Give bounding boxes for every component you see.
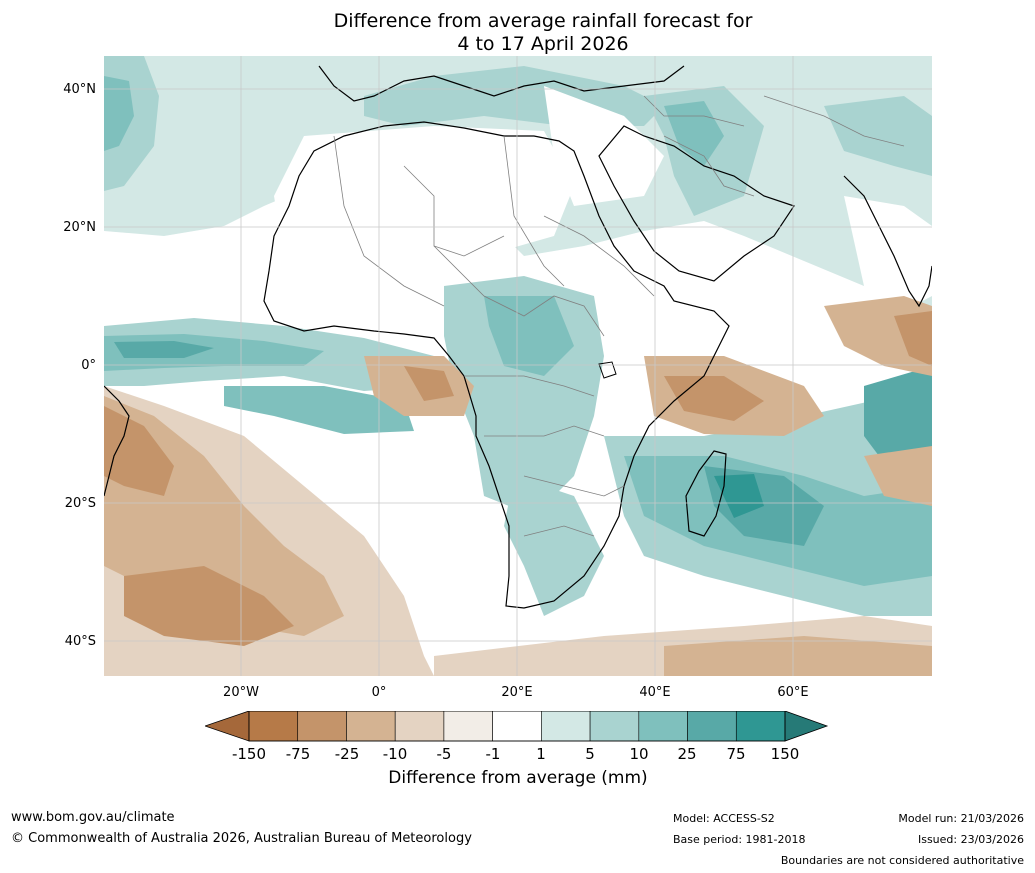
colorbar-label: Difference from average (mm) [388,768,648,788]
colorbar-segment [638,711,688,742]
colorbar-tick: -10 [382,745,408,763]
chart-title: Difference from average rainfall forecas… [240,10,846,56]
coastline-south-america [104,385,130,497]
field-east-africa-dry-dark [664,376,764,421]
colorbar-frame [248,711,786,742]
footer-model-run: Model run: 21/03/2026 [898,812,1024,825]
footer-issued: Issued: 23/03/2026 [917,833,1024,846]
coastline-madagascar [685,450,727,537]
colorbar-segment [394,711,445,742]
colorbar-tick: -25 [334,745,360,763]
field-south-africa [504,476,604,616]
coastline-europe [318,65,685,102]
colorbar-tick: 75 [726,745,746,763]
country-borders [333,95,905,537]
title-line-2: 4 to 17 April 2026 [457,33,629,55]
colorbar-arrow-left [205,711,250,742]
field-india [844,196,932,316]
colorbar-tick: 1 [536,745,546,763]
coastline-africa [263,121,730,609]
colorbar-segment [346,711,396,742]
graticule [104,56,932,676]
footer-base-period: Base period: 1981-2018 [673,833,806,846]
colorbar-segment [248,711,299,742]
title-line-1: Difference from average rainfall forecas… [333,10,753,32]
coastline-arabia [598,125,795,282]
lon-label-20w: 20°W [223,685,259,700]
colorbar-tick: -1 [485,745,501,763]
lake-victoria [598,361,617,379]
lat-label-40n: 40°N [63,82,96,97]
field-sahara-dry [274,126,574,296]
colorbar-segment [687,711,737,742]
field-sw-atlantic-dry [124,566,294,646]
colorbar-tick: -5 [436,745,452,763]
lon-label-40e: 40°E [639,685,671,700]
colorbar-segment [735,711,786,742]
field-se-indian-dry [864,446,932,506]
colorbar-segment [297,711,347,742]
footer-copyright: © Commonwealth of Australia 2026, Austra… [11,831,472,846]
field-equatorial-core [114,341,214,358]
colorbar-tick: 10 [629,745,649,763]
colorbar-segment [541,711,591,742]
footer-model: Model: ACCESS-S2 [673,812,775,825]
colorbar-tick: -150 [231,745,267,763]
colorbar-tick: -75 [285,745,311,763]
field-madagascar-core [714,474,764,518]
footer-website: www.bom.gov.au/climate [11,810,175,825]
colorbar-segment [443,711,493,742]
field-atlantic-north-dark [104,76,134,151]
lat-label-40s: 40°S [64,634,96,649]
field-congo-dark [484,296,574,376]
colorbar-tick: 25 [677,745,697,763]
field-iran [824,96,932,176]
colorbar-arrow-right [784,711,829,742]
footer-disclaimer: Boundaries are not considered authoritat… [780,854,1024,867]
lon-label-0: 0° [371,685,387,700]
field-arabia-dry [544,86,664,206]
lon-label-20e: 20°E [501,685,533,700]
coastline-india [843,175,932,308]
field-southern-dry-mid [664,636,932,676]
field-south-atlantic-dry-dark [104,406,174,496]
colorbar-segments [248,711,786,742]
lat-label-20s: 20°S [64,496,96,511]
colorbar [205,711,829,742]
lat-label-20n: 20°N [63,220,96,235]
field-east-indian-dry-dark [894,311,932,366]
colorbar-segment [589,711,640,742]
rainfall-map[interactable] [104,56,932,676]
map-canvas [104,56,932,676]
colorbar-segment [492,711,542,742]
field-gulf-guinea [224,386,414,434]
colorbar-tick: 5 [585,745,595,763]
field-gabon-dry-dark [404,366,454,401]
colorbar-tick: 150 [770,745,800,763]
lat-label-0: 0° [81,358,96,373]
lon-label-60e: 60°E [777,685,809,700]
